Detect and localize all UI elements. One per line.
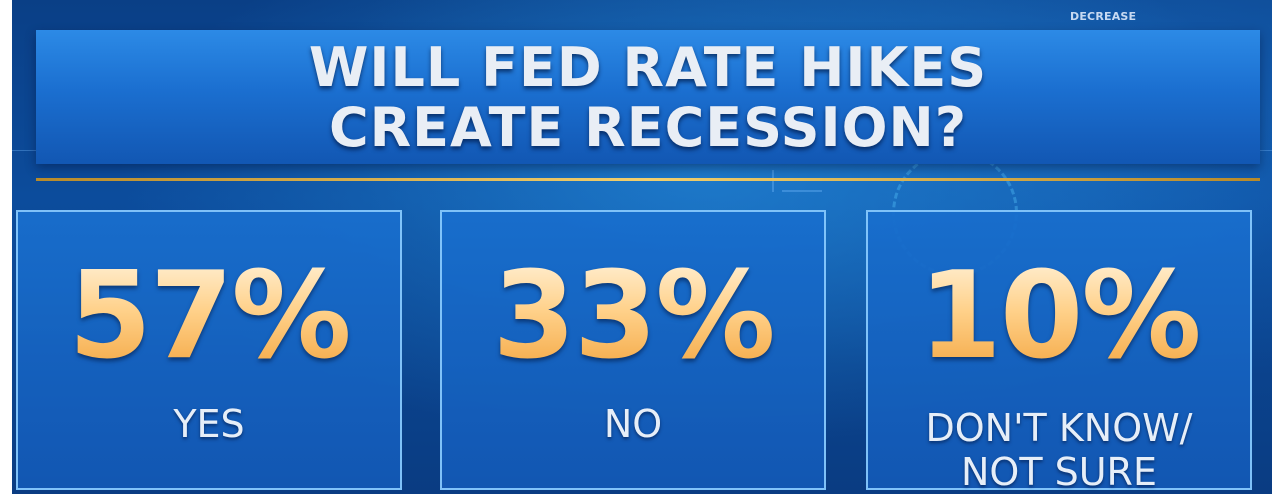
title-line-1: WILL FED RATE HIKES	[308, 36, 988, 99]
result-label-line-1: DON'T KNOW/	[925, 406, 1193, 450]
result-label: YES	[173, 402, 245, 446]
result-card-not-sure: 10% DON'T KNOW/ NOT SURE	[866, 210, 1252, 494]
result-card-no: 33% NO	[440, 210, 826, 490]
poll-question-title: WILL FED RATE HIKES CREATE RECESSION?	[36, 38, 1260, 158]
title-banner: WILL FED RATE HIKES CREATE RECESSION?	[36, 30, 1260, 164]
poll-graphic: DECREASE WILL FED RATE HIKES CREATE RECE…	[12, 0, 1272, 494]
result-label-line-2: NOT SURE	[961, 450, 1157, 494]
result-percent: 57%	[18, 252, 400, 382]
gold-divider	[36, 178, 1260, 181]
result-percent: 10%	[868, 252, 1250, 382]
result-label: NO	[603, 402, 663, 446]
background-grid-line	[772, 170, 774, 192]
background-grid-line	[782, 190, 822, 192]
result-card-yes: 57% YES	[16, 210, 402, 490]
background-decrease-text: DECREASE	[1070, 10, 1137, 23]
title-line-2: CREATE RECESSION?	[328, 96, 968, 159]
result-percent: 33%	[442, 252, 824, 382]
result-label: DON'T KNOW/ NOT SURE	[868, 406, 1250, 494]
